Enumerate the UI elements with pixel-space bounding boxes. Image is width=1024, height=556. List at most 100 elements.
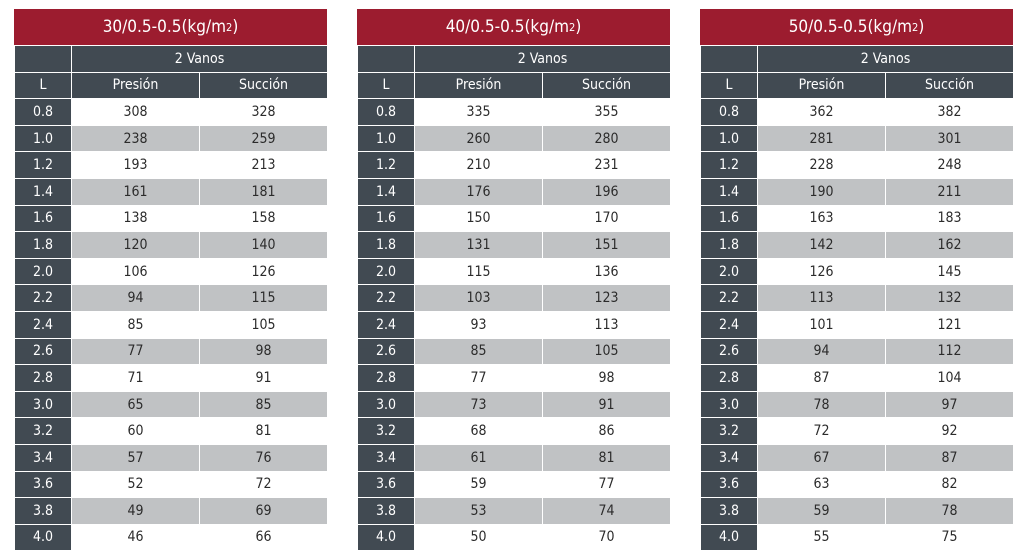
succion-cell: 85	[198, 390, 329, 419]
succion-cell: 77	[541, 470, 672, 499]
presion-cell: 57	[71, 443, 200, 472]
load-table-2: 40/0.5-0.5(kg/m 2) 2 Vanos L Presión Succión 0…	[357, 9, 672, 552]
table-row: 1.4 176 196	[357, 177, 672, 206]
succion-cell: 97	[884, 390, 1015, 419]
l-value-cell: 2.0	[357, 257, 415, 286]
presion-cell: 59	[757, 497, 886, 525]
l-value-cell: 2.0	[14, 257, 72, 286]
table-row: 1.2 210 231	[357, 151, 672, 179]
succion-cell: 158	[198, 204, 329, 233]
table-row: 1.2 193 213	[14, 151, 329, 179]
l-value-cell: 2.4	[357, 310, 415, 339]
l-value-cell: 3.4	[14, 443, 72, 472]
table-row: 0.8 362 382	[700, 98, 1015, 126]
table-row: 3.0 73 91	[357, 390, 672, 419]
table-row: 1.0 281 301	[700, 124, 1015, 153]
l-value-cell: 3.8	[700, 497, 758, 525]
l-value-cell: 1.0	[357, 124, 415, 153]
table-row: 2.0 115 136	[357, 257, 672, 286]
succion-cell: 211	[884, 177, 1015, 206]
table-title-text: 40/0.5-0.5(kg/m	[445, 17, 570, 37]
presion-cell: 115	[414, 257, 543, 286]
succion-cell: 301	[884, 124, 1015, 153]
table-row: 0.8 335 355	[357, 98, 672, 126]
l-value-cell: 3.4	[700, 443, 758, 472]
table-row: 3.4 67 87	[700, 443, 1015, 472]
succion-cell: 105	[198, 310, 329, 339]
presion-cell: 94	[757, 337, 886, 366]
presion-cell: 49	[71, 497, 200, 525]
succion-cell: 86	[541, 417, 672, 445]
presion-cell: 190	[757, 177, 886, 206]
table-row: 3.6 63 82	[700, 470, 1015, 499]
table-row: 2.8 71 91	[14, 364, 329, 392]
l-value-cell: 2.8	[14, 364, 72, 392]
presion-cell: 113	[757, 284, 886, 312]
succion-cell: 280	[541, 124, 672, 153]
presion-cell: 142	[757, 231, 886, 259]
l-value-cell: 4.0	[357, 523, 415, 552]
table-row: 3.2 60 81	[14, 417, 329, 445]
presion-cell: 65	[71, 390, 200, 419]
l-column-header: L	[700, 71, 758, 100]
l-value-cell: 2.0	[700, 257, 758, 286]
table-title: 30/0.5-0.5(kg/m 2)	[14, 9, 327, 45]
header-blank-cell	[357, 45, 415, 73]
span-header: 2 Vanos	[413, 45, 672, 73]
l-value-cell: 1.6	[700, 204, 758, 233]
l-value-cell: 1.4	[357, 177, 415, 206]
presion-column-header: Presión	[757, 71, 886, 100]
l-value-cell: 2.2	[357, 284, 415, 312]
l-value-cell: 4.0	[700, 523, 758, 552]
presion-cell: 59	[414, 470, 543, 499]
succion-cell: 70	[541, 523, 672, 552]
l-value-cell: 1.0	[14, 124, 72, 153]
l-column-header: L	[14, 71, 72, 100]
table-row: 1.8 131 151	[357, 231, 672, 259]
table-row: 2.2 103 123	[357, 284, 672, 312]
l-value-cell: 2.2	[700, 284, 758, 312]
presion-cell: 63	[757, 470, 886, 499]
table-row: 3.0 65 85	[14, 390, 329, 419]
table-row: 3.2 68 86	[357, 417, 672, 445]
succion-cell: 76	[198, 443, 329, 472]
presion-cell: 193	[71, 151, 200, 179]
l-value-cell: 2.4	[700, 310, 758, 339]
l-column-header: L	[357, 71, 415, 100]
presion-column-header: Presión	[414, 71, 543, 100]
succion-cell: 87	[884, 443, 1015, 472]
succion-cell: 105	[541, 337, 672, 366]
table-row: 2.6 94 112	[700, 337, 1015, 366]
l-value-cell: 0.8	[700, 98, 758, 126]
succion-column-header: Succión	[541, 71, 672, 100]
presion-cell: 101	[757, 310, 886, 339]
l-value-cell: 1.8	[700, 231, 758, 259]
succion-cell: 66	[198, 523, 329, 552]
succion-cell: 98	[541, 364, 672, 392]
presion-cell: 308	[71, 98, 200, 126]
unit-exponent: 2	[226, 20, 233, 34]
presion-cell: 94	[71, 284, 200, 312]
l-value-cell: 3.6	[700, 470, 758, 499]
table-row: 3.2 72 92	[700, 417, 1015, 445]
span-header: 2 Vanos	[70, 45, 329, 73]
l-value-cell: 3.0	[700, 390, 758, 419]
l-value-cell: 3.2	[700, 417, 758, 445]
table-row: 1.8 142 162	[700, 231, 1015, 259]
succion-cell: 115	[198, 284, 329, 312]
l-value-cell: 0.8	[14, 98, 72, 126]
succion-cell: 123	[541, 284, 672, 312]
table-row: 3.4 57 76	[14, 443, 329, 472]
l-value-cell: 2.8	[357, 364, 415, 392]
table-row: 4.0 55 75	[700, 523, 1015, 552]
unit-exponent: 2	[569, 20, 576, 34]
l-value-cell: 2.6	[14, 337, 72, 366]
presion-cell: 87	[757, 364, 886, 392]
presion-cell: 68	[414, 417, 543, 445]
load-table-1: 30/0.5-0.5(kg/m 2) 2 Vanos L Presión Succión 0…	[14, 9, 329, 552]
l-value-cell: 0.8	[357, 98, 415, 126]
succion-cell: 136	[541, 257, 672, 286]
presion-cell: 106	[71, 257, 200, 286]
data-table: 2 Vanos L Presión Succión 0.8 335 355 1.0 260 280…	[357, 45, 672, 552]
l-value-cell: 4.0	[14, 523, 72, 552]
